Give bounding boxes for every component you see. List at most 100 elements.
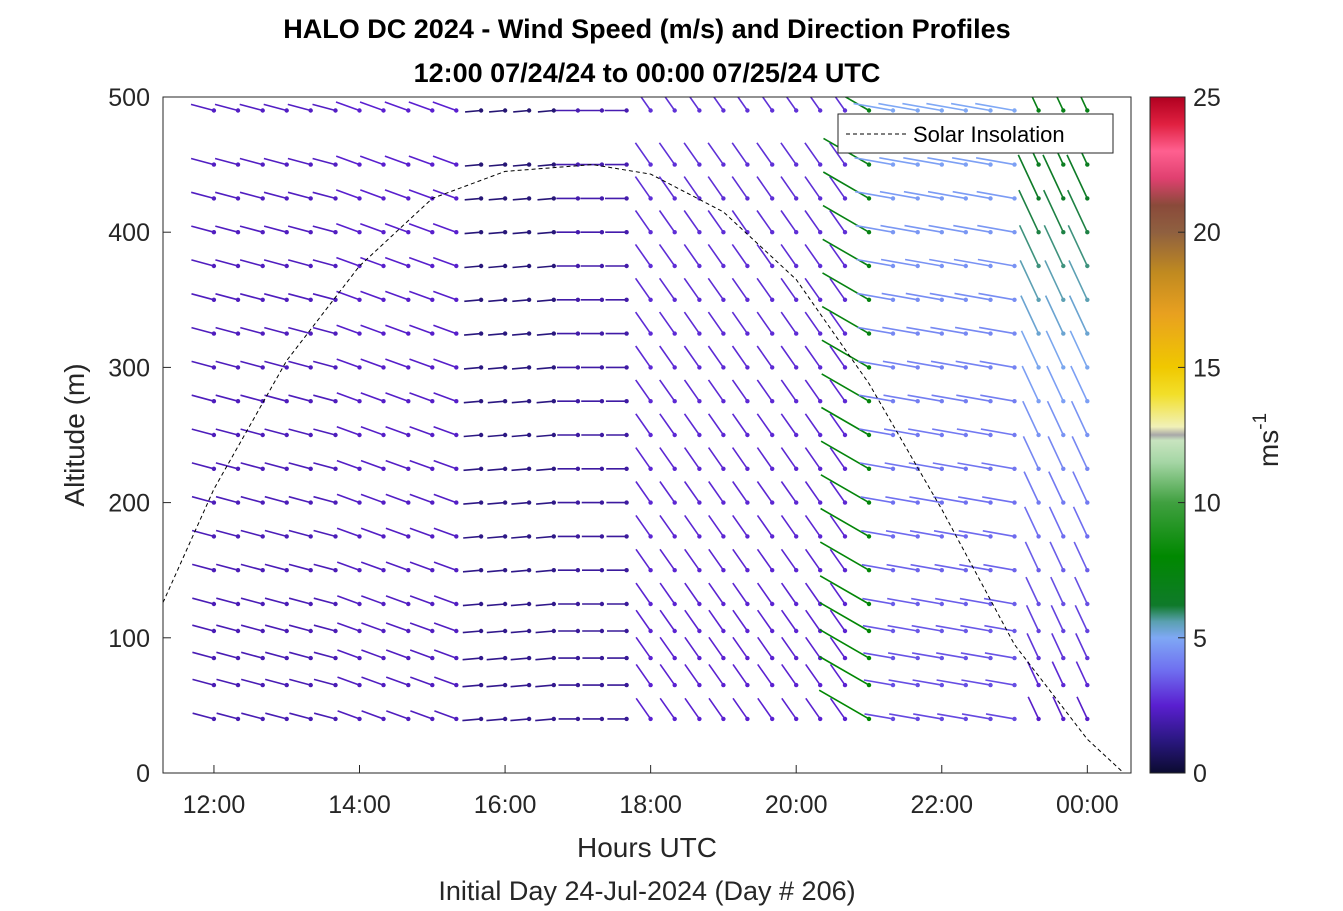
wind-vector xyxy=(804,413,821,436)
wind-vector-head xyxy=(866,500,872,505)
wind-vector xyxy=(409,324,433,335)
wind-vector xyxy=(486,718,506,722)
wind-vector-head xyxy=(357,365,362,370)
wind-vector-head xyxy=(430,682,435,688)
wind-vector-head xyxy=(551,263,556,269)
footer-label: Initial Day 24-Jul-2024 (Day # 206) xyxy=(438,876,855,906)
wind-vector xyxy=(360,561,384,571)
wind-vector xyxy=(408,223,433,233)
wind-vector-head xyxy=(721,162,726,167)
wind-vector-head xyxy=(794,331,799,336)
wind-vector-head xyxy=(915,196,920,201)
wind-vector-head xyxy=(406,568,411,573)
wind-vector-head xyxy=(624,682,629,688)
wind-vector xyxy=(819,655,870,686)
wind-vector xyxy=(313,428,336,436)
wind-vector xyxy=(780,514,797,537)
wind-vector xyxy=(191,529,215,538)
wind-vector xyxy=(756,447,773,470)
wind-vector xyxy=(829,447,846,470)
wind-vector-head xyxy=(794,230,799,235)
wind-vector-head xyxy=(526,568,532,573)
wind-vector xyxy=(287,157,311,166)
wind-vector xyxy=(707,311,725,335)
wind-vector-head xyxy=(770,716,775,722)
wind-vector-head xyxy=(818,399,823,404)
wind-vector xyxy=(313,712,336,720)
wind-vector xyxy=(214,157,239,166)
wind-vector-head xyxy=(430,716,435,722)
wind-vector xyxy=(659,663,676,686)
wind-vector-head xyxy=(745,568,750,573)
wind-vector-head xyxy=(357,601,362,607)
wind-vector-head xyxy=(842,655,848,661)
wind-vector-head xyxy=(284,263,289,269)
wind-vector xyxy=(465,109,482,113)
wind-vector xyxy=(684,663,701,686)
wind-vector-head xyxy=(939,365,944,370)
wind-vector xyxy=(1023,471,1040,503)
wind-vector-head xyxy=(430,230,435,235)
wind-vector xyxy=(512,231,530,235)
wind-vector-head xyxy=(672,466,677,471)
wind-vector xyxy=(961,713,991,720)
wind-vector-head xyxy=(770,682,775,688)
wind-vector xyxy=(192,712,215,720)
wind-vector-head xyxy=(745,682,750,688)
wind-vector-head xyxy=(502,196,508,201)
wind-vector-head xyxy=(551,534,556,539)
wind-vector xyxy=(239,157,263,166)
wind-vector-head xyxy=(599,500,605,505)
wind-vector-head xyxy=(260,716,265,722)
wind-vector-head xyxy=(697,162,702,167)
wind-vector-head xyxy=(648,432,653,438)
wind-vector-head xyxy=(939,162,944,167)
wind-vector-head xyxy=(478,500,484,505)
wind-vector-head xyxy=(1061,263,1066,269)
wind-vector-head xyxy=(599,716,605,722)
wind-vector xyxy=(805,609,821,632)
wind-vector xyxy=(659,609,676,632)
wind-vector xyxy=(731,379,749,402)
wind-vector-head xyxy=(890,196,896,201)
wind-vector xyxy=(819,628,870,659)
wind-vector-head xyxy=(818,263,823,269)
wind-vector xyxy=(192,624,215,632)
wind-vector-head xyxy=(794,716,799,722)
wind-vector-head xyxy=(794,500,799,505)
wind-vector-head xyxy=(963,716,968,722)
wind-vector-head xyxy=(745,297,750,302)
wind-vector-head xyxy=(478,682,484,688)
wind-vector-head xyxy=(866,601,872,607)
wind-vector xyxy=(488,299,506,303)
wind-vector xyxy=(215,225,239,233)
wind-vector-head xyxy=(672,500,677,505)
wind-vector xyxy=(433,493,457,504)
wind-vector-head xyxy=(1036,399,1041,404)
wind-vector-head xyxy=(599,655,605,661)
wind-vector-head xyxy=(502,365,508,370)
wind-vector xyxy=(537,265,554,269)
wind-vector xyxy=(707,210,725,233)
wind-vector xyxy=(335,189,360,200)
wind-vector xyxy=(360,426,384,436)
wind-vector xyxy=(886,563,918,571)
wind-vector-head xyxy=(333,162,338,167)
wind-vector-head xyxy=(842,230,848,235)
wind-vector-head xyxy=(866,230,872,235)
wind-vector xyxy=(659,636,676,659)
wind-vector xyxy=(708,663,725,686)
wind-vector-head xyxy=(672,655,677,661)
wind-vector-head xyxy=(478,331,484,336)
wind-vector-head xyxy=(697,568,702,573)
wind-vector-head xyxy=(939,196,944,201)
wind-vector-head xyxy=(381,534,386,539)
wind-vector-head xyxy=(988,108,993,113)
wind-vector-head xyxy=(406,655,411,661)
wind-vector-head xyxy=(890,432,896,438)
wind-vector xyxy=(912,679,942,686)
wind-vector xyxy=(708,514,725,537)
wind-vector xyxy=(513,109,530,113)
y-tick-label: 500 xyxy=(108,84,150,112)
wind-vector-head xyxy=(575,108,581,113)
